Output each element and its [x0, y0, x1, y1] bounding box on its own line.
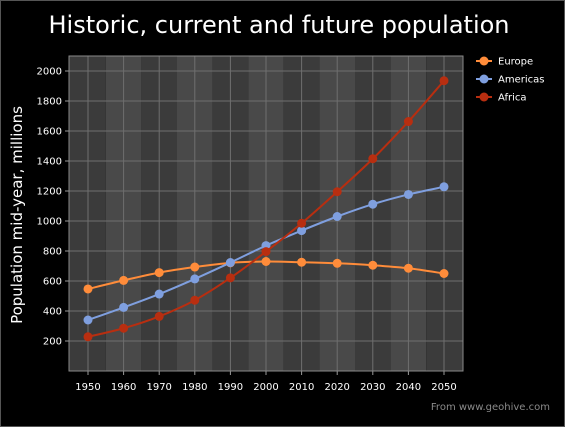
y-tick-label: 1000	[37, 217, 62, 228]
data-point-europe	[190, 262, 200, 272]
y-tick-label: 800	[43, 247, 62, 258]
data-point-africa	[261, 247, 271, 257]
data-point-americas	[119, 302, 129, 312]
chart-title: Historic, current and future population	[48, 11, 509, 39]
y-tick-label: 2000	[37, 67, 62, 78]
y-tick-label: 1200	[37, 187, 62, 198]
data-point-europe	[332, 258, 342, 268]
data-point-europe	[83, 284, 93, 294]
data-point-africa	[154, 311, 164, 321]
data-point-africa	[225, 273, 235, 283]
data-point-europe	[154, 268, 164, 278]
data-point-africa	[297, 218, 307, 228]
x-tick-label: 2030	[360, 382, 385, 393]
x-tick-label: 2010	[289, 382, 314, 393]
data-point-americas	[332, 212, 342, 221]
data-point-americas	[368, 199, 378, 209]
data-point-americas	[439, 182, 449, 192]
data-point-africa	[368, 154, 378, 164]
x-tick-label: 1970	[146, 382, 171, 393]
x-tick-label: 2000	[253, 382, 278, 393]
data-point-africa	[190, 295, 200, 305]
x-tick-label: 1960	[111, 382, 136, 393]
data-point-europe	[297, 257, 307, 267]
data-point-africa	[119, 323, 129, 333]
legend-label-europe: Europe	[498, 57, 533, 68]
data-point-americas	[297, 226, 307, 236]
plot-area: 200 400 600 800 1000 1200 1400 1600 1800 2000 1950…	[37, 55, 464, 393]
x-tick-label: 2050	[431, 382, 456, 393]
source-note: From www.geohive.com	[431, 402, 550, 413]
data-point-africa	[403, 117, 413, 127]
legend-label-africa: Africa	[498, 93, 527, 104]
legend-marker-europe	[479, 56, 489, 66]
legend-marker-americas	[479, 74, 489, 84]
plot-frame	[68, 55, 464, 372]
data-point-europe	[119, 275, 129, 285]
legend-label-americas: Americas	[498, 75, 544, 86]
data-point-europe	[439, 269, 449, 278]
y-tick-label: 1400	[37, 157, 62, 168]
data-point-americas	[154, 289, 164, 299]
data-point-americas	[403, 189, 413, 199]
plot-band	[426, 56, 463, 371]
data-point-americas	[83, 315, 93, 325]
x-tick-label: 1980	[182, 382, 207, 393]
legend-marker-africa	[479, 92, 489, 102]
data-point-africa	[83, 332, 93, 342]
data-point-africa	[439, 76, 449, 86]
data-point-europe	[261, 257, 271, 266]
y-axis-label: Population mid-year, millions	[8, 106, 26, 324]
data-point-africa	[332, 187, 342, 197]
x-tick-label: 1950	[75, 382, 100, 393]
x-tick-label: 1990	[218, 382, 243, 393]
legend: Europe Americas Africa	[476, 56, 544, 104]
y-tick-label: 400	[43, 307, 62, 318]
data-point-europe	[368, 260, 378, 270]
data-point-americas	[190, 274, 200, 284]
y-tick-label: 200	[43, 337, 62, 348]
y-tick-label: 1800	[37, 97, 62, 108]
x-tick-label: 2020	[324, 382, 349, 393]
x-tick-label: 2040	[396, 382, 421, 393]
y-tick-label: 1600	[37, 127, 62, 138]
data-point-americas	[225, 258, 235, 268]
y-tick-label: 600	[43, 277, 62, 288]
data-point-europe	[403, 263, 413, 273]
